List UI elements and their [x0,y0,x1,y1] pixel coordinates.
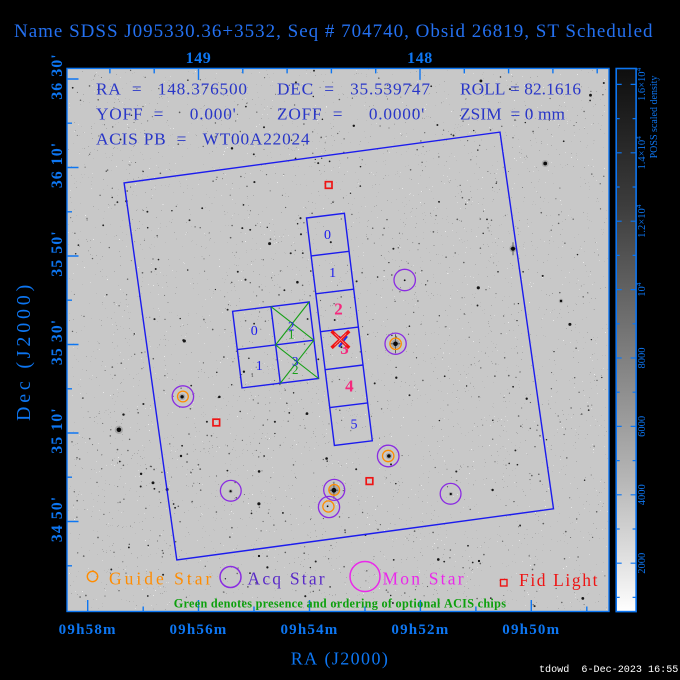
svg-text:2: 2 [288,318,295,333]
svg-text:1: 1 [329,266,336,281]
svg-text:09h56m: 09h56m [169,622,227,638]
svg-text:4000: 4000 [637,484,648,505]
svg-text:ROLL = 82.1616: ROLL = 82.1616 [460,80,581,99]
svg-text:34 50': 34 50' [49,496,66,542]
svg-text:2000: 2000 [637,553,648,574]
svg-text:35 30': 35 30' [49,319,66,365]
svg-text:Green denotes presence and ord: Green denotes presence and ordering of o… [174,597,506,611]
svg-text:3: 3 [340,339,349,358]
svg-text:36 30': 36 30' [49,53,66,99]
svg-text:1.2×104: 1.2×104 [634,204,648,238]
svg-text:RA (J2000): RA (J2000) [291,649,390,670]
svg-text:ZSIM = 0 mm: ZSIM = 0 mm [460,105,565,124]
svg-text:POSS scaled density: POSS scaled density [649,76,660,159]
svg-text:5: 5 [351,418,358,433]
svg-text:Mon Star: Mon Star [383,569,466,589]
svg-text:YOFF = 0.000': YOFF = 0.000' [96,105,237,124]
svg-text:0: 0 [251,324,258,339]
svg-text:Acq Star: Acq Star [248,569,327,589]
svg-text:2: 2 [292,362,299,377]
svg-text:1: 1 [256,359,263,374]
svg-text:0: 0 [324,228,331,243]
svg-text:149: 149 [186,50,212,67]
svg-text:8000: 8000 [637,348,648,369]
svg-text:6000: 6000 [637,416,648,437]
svg-text:09h58m: 09h58m [59,622,117,638]
svg-text:2: 2 [334,300,343,319]
svg-text:35 50': 35 50' [49,230,66,276]
svg-text:1: 1 [288,326,295,341]
svg-text:ACIS PB = WT00A22024: ACIS PB = WT00A22024 [96,130,310,149]
svg-text:148: 148 [407,50,433,67]
svg-text:36 10': 36 10' [49,142,66,188]
svg-text:DEC = 35.539747: DEC = 35.539747 [277,80,431,99]
svg-text:3: 3 [292,354,299,369]
svg-text:Guide Star: Guide Star [109,569,214,589]
svg-text:Dec (J2000): Dec (J2000) [13,281,35,421]
svg-text:tdowd 6-Dec-2023 16:55: tdowd 6-Dec-2023 16:55 [539,664,678,676]
svg-text:4: 4 [345,376,354,395]
svg-text:1.4×104: 1.4×104 [634,136,648,170]
svg-text:1.6×104: 1.6×104 [634,68,648,102]
svg-text:09h52m: 09h52m [391,622,449,638]
svg-text:09h50m: 09h50m [502,622,560,638]
svg-text:09h54m: 09h54m [280,622,338,638]
svg-text:RA = 148.376500: RA = 148.376500 [96,80,248,99]
svg-text:Fid Light: Fid Light [519,570,599,590]
svg-text:ZOFF = 0.0000': ZOFF = 0.0000' [277,105,425,124]
svg-text:Name SDSS J095330.36+3532, Seq: Name SDSS J095330.36+3532, Seq # 704740,… [14,21,654,42]
svg-text:35 10': 35 10' [49,407,66,453]
